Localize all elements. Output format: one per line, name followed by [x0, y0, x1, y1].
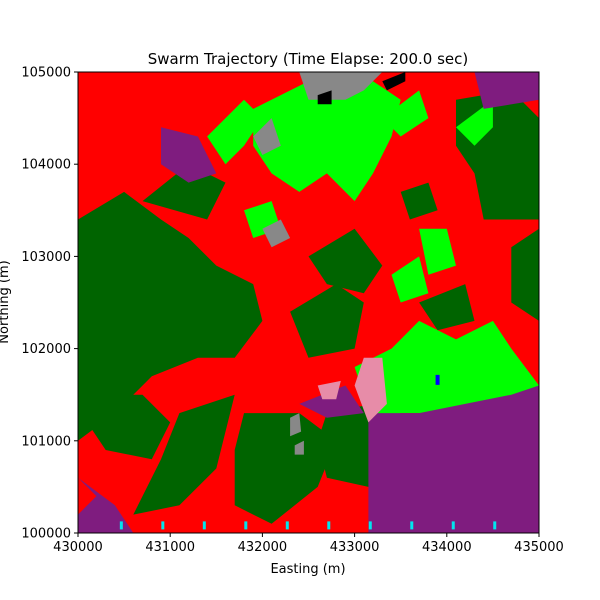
land-region-dark-green [400, 182, 438, 220]
agent-marker [327, 521, 331, 530]
x-tick-label: 433000 [330, 540, 380, 555]
agent-marker [285, 521, 289, 530]
land-region-purple [78, 477, 134, 533]
land-region-dark-green [87, 394, 171, 460]
land-region-bright-green [354, 320, 539, 423]
x-tick-label: 431000 [145, 540, 195, 555]
land-region-dark-green [290, 284, 364, 358]
land-region-black [382, 72, 406, 91]
land-region-dark-green [133, 394, 235, 515]
land-region-purple [299, 385, 364, 418]
chart-title: Swarm Trajectory (Time Elapse: 200.0 sec… [148, 50, 469, 68]
agent-marker [451, 521, 455, 530]
land-region-dark-green [419, 284, 475, 331]
land-region-gray [290, 413, 302, 437]
agent-marker [368, 521, 372, 530]
land-region-black [317, 90, 332, 105]
land-region-gray [299, 72, 383, 100]
agent-marker [161, 521, 165, 530]
y-tick-label: 102000 [21, 342, 71, 357]
y-tick-label: 104000 [21, 158, 71, 173]
land-region-bright-green [253, 81, 401, 202]
x-axis: 430000 431000 432000 433000 434000 435000 [53, 533, 564, 555]
agent-marker [119, 521, 123, 530]
land-region-pink [354, 357, 387, 423]
land-region-purple [474, 72, 539, 109]
x-tick-label: 434000 [422, 540, 472, 555]
y-axis: 100000 101000 102000 103000 104000 105000 [21, 66, 78, 542]
x-axis-title: Easting (m) [270, 562, 345, 577]
land-region-purple [368, 385, 539, 533]
blue-marker [435, 374, 440, 385]
land-region-bright-green [391, 256, 429, 303]
land-region-pink [317, 380, 341, 400]
agent-marker [410, 521, 414, 530]
y-tick-label: 105000 [21, 66, 71, 81]
land-region-gray [253, 118, 281, 155]
land-region-bright-green [207, 99, 263, 165]
x-tick-label: 435000 [514, 540, 564, 555]
plot-area [78, 72, 539, 533]
land-region-bright-green [419, 228, 456, 275]
y-axis-title: Northing (m) [0, 260, 12, 343]
x-tick-label: 430000 [53, 540, 103, 555]
land-region-dark-green [511, 228, 539, 321]
agent-markers [119, 521, 497, 530]
land-region-dark-green [142, 164, 226, 220]
x-tick-label: 432000 [238, 540, 288, 555]
y-tick-label: 100000 [21, 527, 71, 542]
y-tick-label: 101000 [21, 434, 71, 449]
land-region-gray [262, 219, 291, 248]
land-region-dark-green [308, 228, 383, 294]
land-region-dark-green [317, 403, 383, 487]
agent-marker [493, 521, 497, 530]
land-region-dark-green [234, 413, 337, 524]
land-region-bright-green [382, 90, 429, 137]
land-region-dark-green [78, 191, 263, 441]
land-region-purple [161, 127, 217, 183]
land-region-gray [294, 440, 304, 455]
plot-frame [77, 71, 540, 534]
agent-marker [202, 521, 206, 530]
agent-marker [244, 521, 248, 530]
land-region-bright-green [456, 99, 493, 146]
y-tick-label: 103000 [21, 250, 71, 265]
